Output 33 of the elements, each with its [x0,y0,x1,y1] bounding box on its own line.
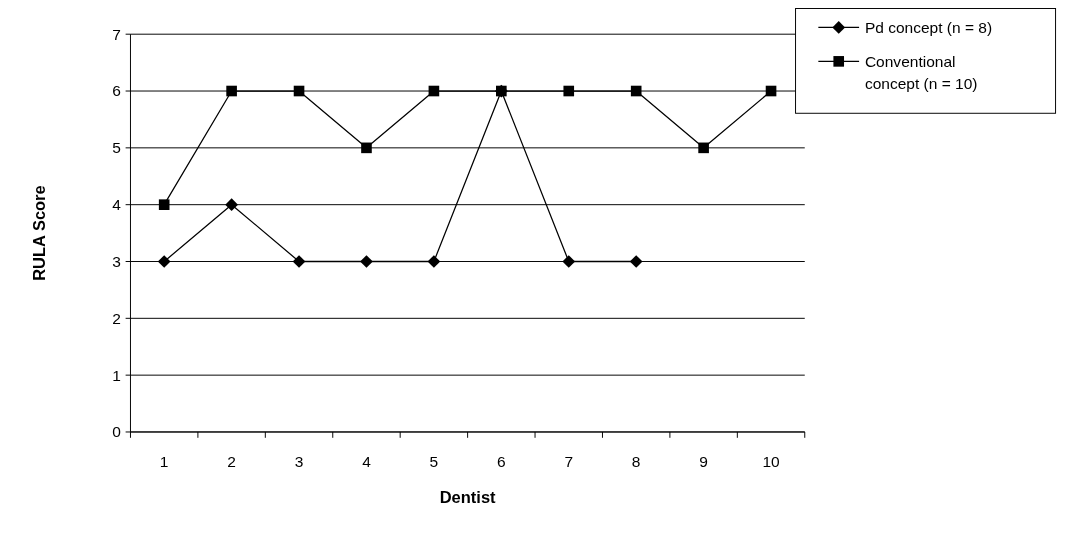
point [361,142,372,154]
x-tick-label: 6 [497,452,506,470]
point [226,85,237,97]
point [225,198,238,212]
point [158,199,170,210]
y-tick-label: 4 [112,196,122,214]
x-tick-label: 1 [159,452,169,470]
y-tick-label: 2 [112,309,121,327]
x-tick-label: 5 [429,452,439,470]
point [360,255,373,268]
legend-label: Conventional concept (n = 10) [864,53,978,93]
y-tick-label: 7 [112,25,121,43]
x-tick-label: 7 [564,452,574,470]
x-tick-label: 4 [362,452,372,470]
y-tick-label: 5 [112,139,121,157]
point [563,85,575,97]
y-tick-label: 0 [112,423,122,441]
y-tick-label: 3 [112,252,121,270]
x-tick-label: 8 [631,452,641,470]
x-tick-label: 10 [762,452,781,470]
point [157,255,171,268]
x-tick-label: 9 [699,452,708,470]
point [630,85,642,97]
y-tick-label: 1 [112,366,121,384]
point [562,255,576,268]
legend-label: Pd concept (n = 8) [864,19,993,37]
x-axis-title: Dentist [439,487,497,506]
point [629,255,643,268]
point [698,142,709,154]
y-axis-title: RULA Score [30,185,49,281]
y-tick-label: 6 [112,82,121,100]
x-tick-label: 3 [294,452,304,470]
x-tick-label: 2 [227,452,236,470]
